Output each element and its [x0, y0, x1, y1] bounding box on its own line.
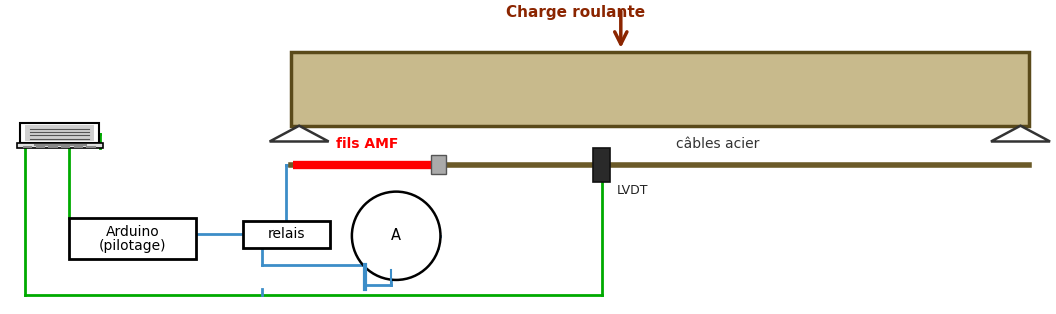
- Polygon shape: [269, 126, 328, 142]
- Bar: [243, 221, 329, 248]
- Bar: [20, 122, 99, 143]
- Bar: [70, 218, 195, 259]
- Text: relais: relais: [268, 227, 305, 241]
- Polygon shape: [991, 126, 1050, 142]
- Text: LVDT: LVDT: [617, 184, 648, 197]
- Bar: [17, 143, 103, 148]
- Text: A: A: [391, 228, 401, 243]
- Bar: [431, 155, 446, 174]
- Bar: [25, 125, 94, 141]
- Bar: [290, 52, 1029, 126]
- Text: Charge roulante: Charge roulante: [506, 5, 645, 20]
- Text: fils AMF: fils AMF: [336, 138, 398, 151]
- Text: câbles acier: câbles acier: [676, 138, 759, 151]
- Text: (pilotage): (pilotage): [99, 239, 166, 252]
- Ellipse shape: [352, 192, 440, 280]
- Text: Arduino: Arduino: [106, 225, 159, 239]
- Bar: [593, 148, 610, 182]
